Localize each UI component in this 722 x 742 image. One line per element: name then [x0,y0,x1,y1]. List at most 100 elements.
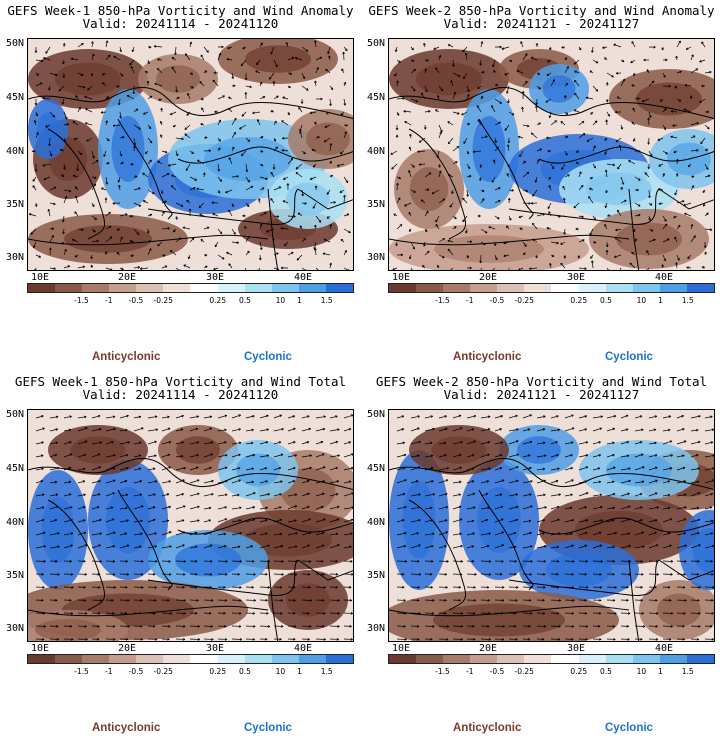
wind-vector [676,224,681,230]
wind-vector [613,254,622,258]
wind-vector [133,519,143,523]
wind-vector [424,85,428,93]
wind-vector [259,572,268,576]
wind-vector [77,150,83,156]
wind-vector [112,201,121,205]
wind-vector [77,72,84,76]
wind-vector [564,427,575,432]
wind-vector [424,58,429,62]
wind-vector [343,611,353,615]
wind-vector [410,518,421,523]
wind-vector [170,185,177,191]
wind-vector [343,228,351,234]
wind-vector [450,80,454,87]
wind-vector [161,415,170,419]
wind-vector [662,150,668,155]
wind-vector [91,183,96,191]
wind-vector [557,215,566,218]
wind-vector [530,201,538,205]
wind-vector [35,625,46,628]
wind-vector [522,637,531,641]
wind-vector [175,531,186,536]
coastline [508,188,660,226]
colorbar-tick-label: -1.5 [74,296,89,305]
wind-vector [586,137,594,142]
wind-vector [452,544,463,549]
lon-label: 40E [294,643,313,654]
coastline [389,605,630,617]
wind-vector [105,176,109,185]
wind-vector [662,544,672,549]
wind-vector [259,506,268,510]
wind-vector [589,228,594,236]
wind-vector [634,188,639,192]
wind-vector [657,137,664,141]
wind-vector [245,492,256,497]
wind-vector [452,59,455,67]
wind-vector [119,506,128,510]
wind-vector [287,480,296,484]
wind-vector [336,163,345,167]
wind-vector [203,519,211,523]
wind-vector [105,225,112,230]
wind-vector [508,466,519,471]
wind-vector [408,211,412,217]
wind-vector [343,466,353,471]
wind-vector [592,163,597,169]
wind-vector [203,136,208,140]
wind-vector [172,124,177,128]
wind-vector [189,479,200,484]
wind-vector [494,98,502,104]
colorbar-swatch [497,655,525,663]
wind-vector [49,559,58,563]
wind-vector [424,188,430,192]
colorbar-tick-label: 1 [297,667,302,676]
wind-vector [259,440,269,445]
wind-vector [147,638,158,641]
wind-vector [301,625,312,628]
wind-vector [562,197,566,204]
wind-vector [564,66,569,74]
wind-vector [161,598,170,602]
wind-vector [329,454,340,458]
wind-vector [315,518,326,523]
wind-vector [131,46,135,53]
vorticity-core [546,553,612,587]
wind-vector [323,137,331,143]
wind-vector [49,637,59,641]
wind-vector [203,253,208,257]
wind-vector [690,68,699,74]
wind-vector [32,241,37,249]
wind-vector [91,624,100,628]
wind-vector [606,111,610,117]
wind-vector [703,241,707,248]
wind-vector [315,267,319,270]
wind-vector [536,518,546,523]
wind-vector [616,96,622,100]
wind-vector [546,136,552,140]
wind-vector [578,133,586,139]
wind-vector [396,479,407,484]
lat-label: 45N [5,92,24,103]
colorbar-tick-label: 1.5 [320,667,333,676]
wind-vector [420,199,426,204]
wind-vector [494,254,498,261]
wind-vector [648,624,658,628]
wind-vector [676,70,682,74]
wind-vector [189,415,199,419]
wind-vector [508,428,519,432]
wind-vector [105,611,115,615]
wind-vector [564,150,568,156]
wind-vector [315,638,326,641]
wind-vector [49,532,60,536]
wind-vector [550,479,559,484]
wind-vector [676,518,687,523]
wind-vector [161,453,171,458]
wind-vector [494,466,503,471]
wind-vector [550,611,560,615]
vorticity-core [55,62,121,96]
vorticity-core [433,603,565,637]
lat-label: 45N [5,463,24,474]
coastline [389,457,714,491]
wind-vector [343,123,348,127]
